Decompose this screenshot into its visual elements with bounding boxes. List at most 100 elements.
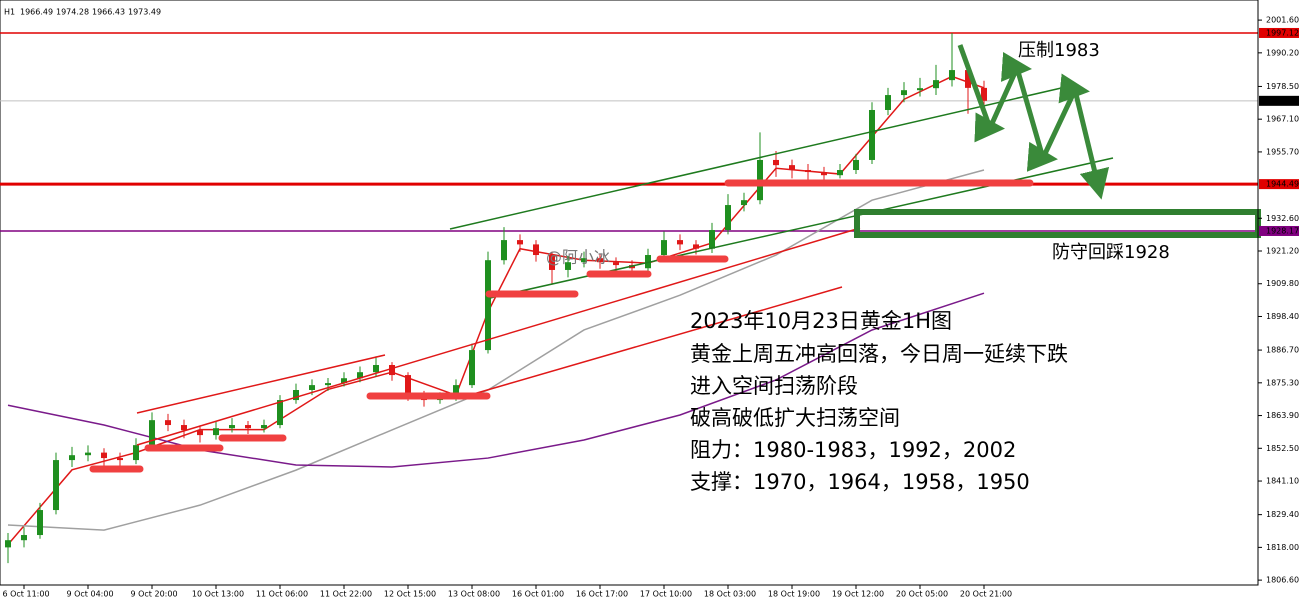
note-line: 黄金上周五冲高回落，今日周一延续下跌 [690, 342, 1068, 366]
header-close: 1973.49 [128, 8, 161, 17]
price-tag-label: 1973.49 [1266, 96, 1299, 105]
x-tick-label: 20 Oct 21:00 [960, 590, 1012, 599]
candle-body [133, 445, 139, 461]
candle-body [69, 455, 75, 461]
candle-body [325, 383, 331, 386]
moving-average [7, 75, 985, 545]
x-tick-label: 16 Oct 01:00 [512, 590, 564, 599]
watermark: @阿小冰 [546, 248, 610, 267]
note-line: 破高破低扩大扫荡空间 [690, 406, 900, 430]
y-tick-label: 1863.90 [1266, 411, 1299, 420]
y-tick-label: 1967.10 [1266, 115, 1299, 124]
candle-body [773, 159, 779, 166]
note-line: 支撑：1970，1964，1958，1950 [690, 470, 1030, 494]
trend-line [136, 227, 861, 446]
candle-body [869, 109, 875, 160]
x-tick-label: 6 Oct 11:00 [2, 590, 49, 599]
price-tag [1259, 95, 1299, 106]
candle-body [197, 430, 203, 436]
x-tick-label: 19 Oct 12:00 [832, 590, 884, 599]
candle-body [149, 420, 155, 446]
candle-body [805, 170, 811, 173]
candle-body [405, 375, 411, 396]
candle-body [389, 365, 395, 376]
channel-line [449, 85, 1071, 230]
candle-body [853, 159, 859, 171]
candle-body [581, 258, 587, 263]
candle-body [213, 428, 219, 436]
candle-body [277, 400, 283, 426]
candle-body [549, 255, 555, 270]
y-tick-label: 1829.40 [1266, 510, 1299, 519]
y-tick-label: 1818.00 [1266, 543, 1299, 552]
candle-body [293, 390, 299, 401]
x-tick-label: 12 Oct 15:00 [384, 590, 436, 599]
y-tick-label: 1955.70 [1266, 147, 1299, 156]
resistance-label: 压制1983 [1018, 40, 1100, 61]
candle-body [933, 80, 939, 89]
candle-body [53, 460, 59, 511]
candle-body [117, 458, 123, 461]
header-low: 1966.43 [92, 8, 125, 17]
candle-body [645, 255, 651, 269]
candle-body [837, 170, 843, 176]
note-line: 进入空间扫荡阶段 [690, 374, 858, 398]
y-tick-label: 1932.60 [1266, 214, 1299, 223]
x-tick-label: 17 Oct 10:00 [640, 590, 692, 599]
candle-body [677, 240, 683, 245]
x-tick-label: 20 Oct 05:00 [896, 590, 948, 599]
trend-line [136, 354, 386, 414]
candle-body [341, 378, 347, 384]
candle-body [597, 258, 603, 263]
price-tag-label: 1997.12 [1266, 28, 1299, 37]
header-timeframe: H1 [4, 8, 15, 17]
candle-body [357, 372, 363, 379]
header-open: 1966.49 [20, 8, 53, 17]
candle-body [85, 452, 91, 456]
candle-body [661, 240, 667, 256]
candle-body [245, 425, 251, 429]
plot-frame [0, 0, 1259, 586]
candle-body [741, 200, 747, 206]
candle-body [693, 244, 699, 249]
price-tag-label: 1944.49 [1266, 180, 1299, 189]
moving-average [7, 292, 985, 468]
candle-body [885, 95, 891, 110]
candle-body [821, 172, 827, 176]
candle-body [725, 205, 731, 231]
y-tick-label: 1875.30 [1266, 378, 1299, 387]
candle-body [101, 452, 107, 459]
candle-body [789, 165, 795, 171]
candle-body [709, 230, 715, 249]
candle-body [533, 244, 539, 256]
support-bars [89, 179, 1034, 473]
x-tick-label: 18 Oct 19:00 [768, 590, 820, 599]
note-line: 2023年10月23日黄金1H图 [690, 309, 952, 333]
y-tick-label: 1841.10 [1266, 477, 1299, 486]
candle-body [485, 260, 491, 351]
candle-body [469, 350, 475, 386]
candle-body [965, 70, 971, 88]
price-tag [1259, 225, 1299, 236]
y-tick-label: 1978.50 [1266, 82, 1299, 91]
x-tick-label: 9 Oct 04:00 [66, 590, 113, 599]
y-tick-label: 1921.20 [1266, 247, 1299, 256]
y-tick-label: 1898.40 [1266, 312, 1299, 321]
note-line: 阻力：1980-1983，1992，2002 [690, 438, 1016, 462]
y-tick-label: 1886.70 [1266, 346, 1299, 355]
candle-body [37, 510, 43, 536]
candle-body [181, 425, 187, 431]
price-tag-label: 1928.17 [1266, 226, 1299, 235]
candle-body [517, 240, 523, 245]
x-tick-label: 18 Oct 03:00 [704, 590, 756, 599]
x-tick-label: 13 Oct 08:00 [448, 590, 500, 599]
candle-body [373, 365, 379, 373]
top-layer: 1806.60 1818.00 1829.40 1841.10 1852.50 1863.… [2, 16, 1299, 599]
candle-body [261, 425, 267, 429]
candle-body [501, 240, 507, 261]
candle-body [309, 385, 315, 390]
header-high: 1974.28 [56, 8, 89, 17]
candle-body [917, 88, 923, 91]
